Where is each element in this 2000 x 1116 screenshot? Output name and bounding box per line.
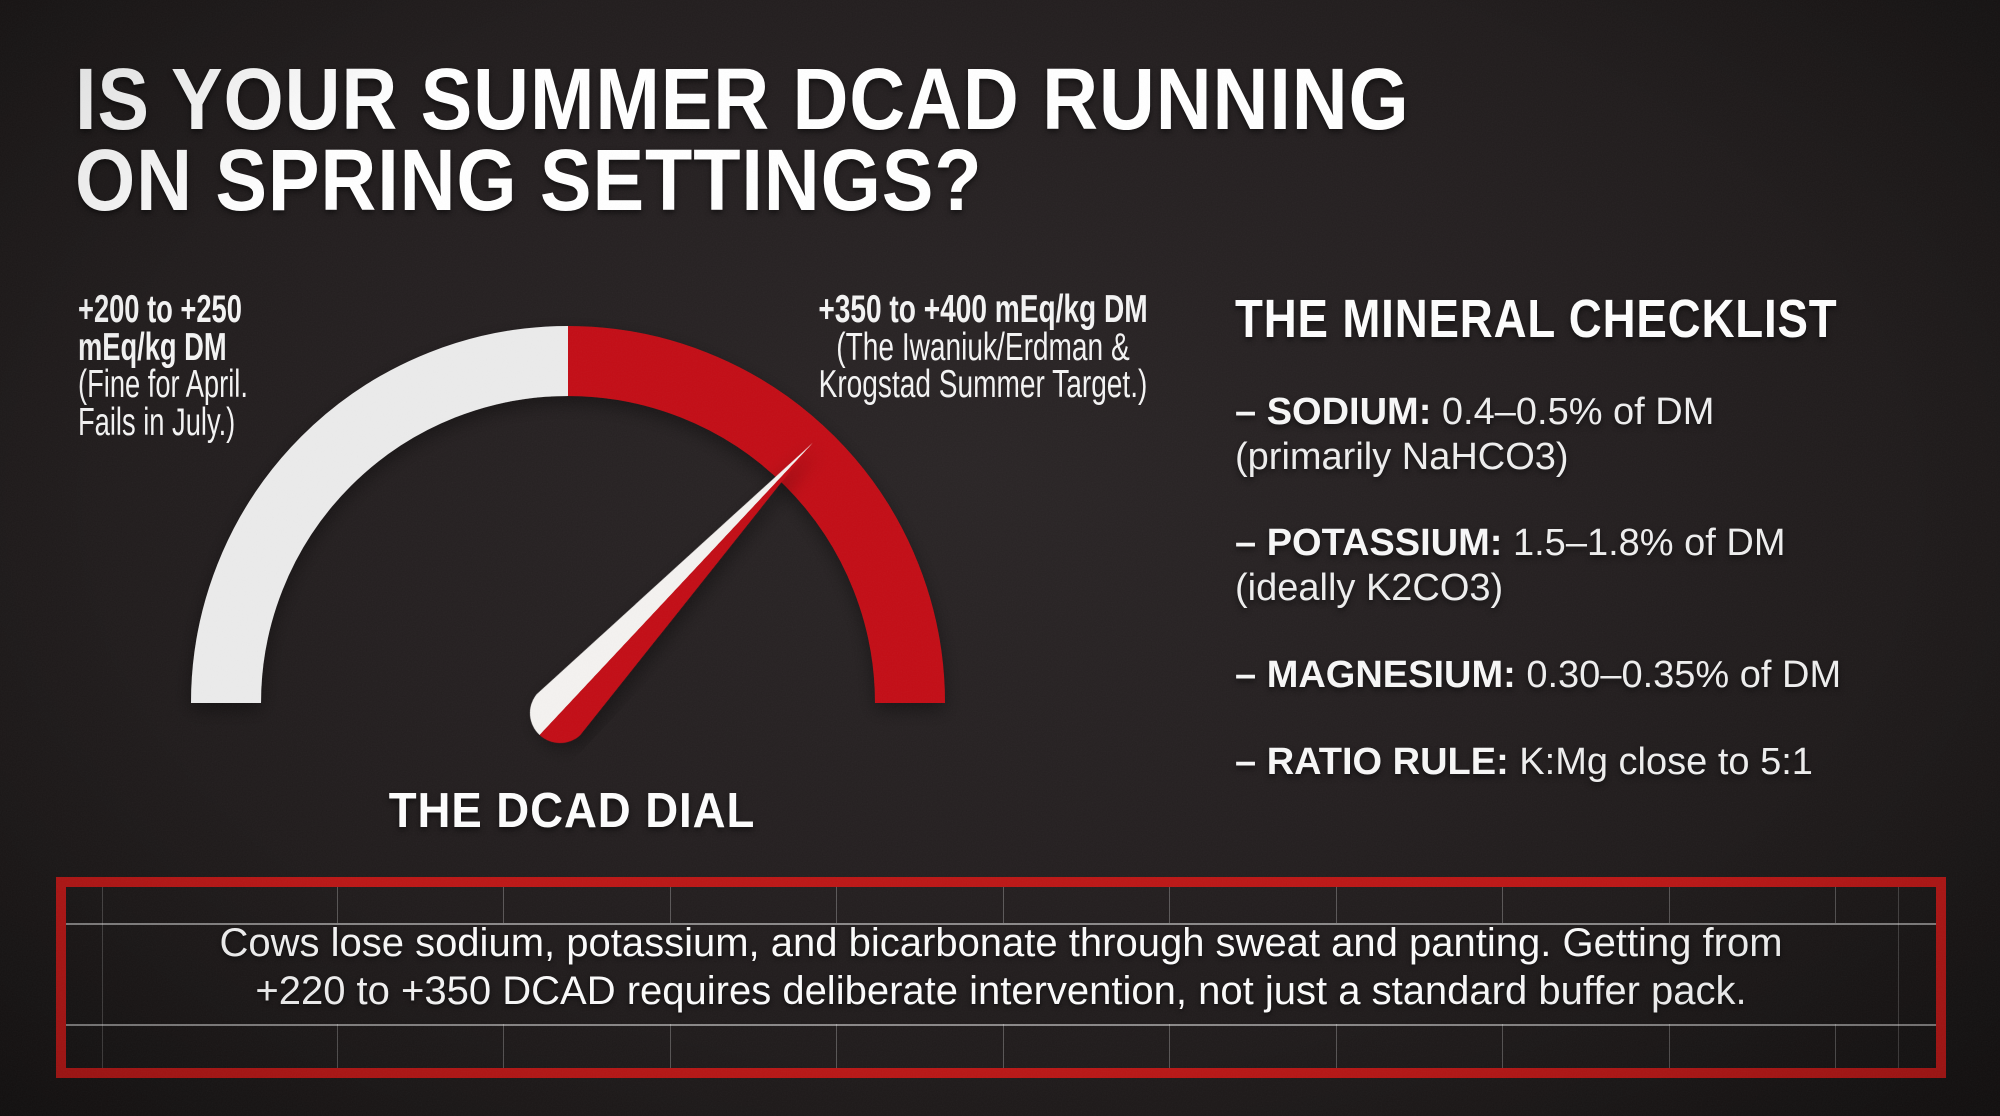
grid-line-vertical	[1502, 887, 1503, 923]
grid-line-vertical	[1336, 887, 1337, 923]
grid-line-vertical	[1169, 887, 1170, 923]
gauge-right-note-line1: (The Iwaniuk/Erdman &	[836, 325, 1130, 369]
callout-box: Cows lose sodium, potassium, and bicarbo…	[56, 877, 1946, 1078]
callout-grid: Cows lose sodium, potassium, and bicarbo…	[66, 887, 1936, 1068]
grid-line-vertical	[1669, 887, 1670, 923]
grid-line-vertical	[1003, 1024, 1004, 1068]
checklist-item-sodium: – SODIUM: 0.4–0.5% of DM	[1235, 389, 1714, 435]
checklist-item-ratio-rule-label: – RATIO RULE:	[1235, 741, 1509, 783]
grid-line-vertical	[836, 1024, 837, 1068]
gauge-needle-white-half	[530, 442, 813, 735]
grid-line-vertical	[670, 887, 671, 923]
callout-text-line2: +220 to +350 DCAD requires deliberate in…	[255, 969, 1747, 1013]
gauge-zone-summer-arc	[567, 326, 945, 704]
checklist-item-potassium-label: – POTASSIUM:	[1235, 522, 1503, 564]
grid-line-vertical	[1502, 1024, 1503, 1068]
grid-line-vertical	[337, 1024, 338, 1068]
gauge-zone-spring-arc	[191, 326, 569, 704]
grid-line-vertical	[1835, 1024, 1836, 1068]
callout-text-line1: Cows lose sodium, potassium, and bicarbo…	[219, 921, 1783, 965]
gauge-left-note-line1: (Fine for April.	[78, 363, 248, 406]
gauge-needle-red-half	[539, 442, 813, 743]
page-title-line2: ON SPRING SETTINGS?	[75, 132, 983, 229]
gauge-needle	[530, 442, 813, 743]
checklist-item-potassium: – POTASSIUM: 1.5–1.8% of DM	[1235, 520, 1785, 566]
checklist-item-magnesium-label: – MAGNESIUM:	[1235, 654, 1516, 696]
checklist-heading: THE MINERAL CHECKLIST	[1235, 289, 1838, 349]
checklist-item-sodium-value: 0.4–0.5% of DM	[1431, 391, 1715, 433]
checklist-item-magnesium: – MAGNESIUM: 0.30–0.35% of DM	[1235, 652, 1841, 698]
grid-line-vertical	[1669, 1024, 1670, 1068]
grid-line-horizontal	[66, 1024, 1936, 1026]
gauge-right-zone-label: +350 to +400 mEq/kg DM (The Iwaniuk/Erdm…	[767, 288, 1199, 406]
checklist-item-magnesium-value: 0.30–0.35% of DM	[1515, 654, 1842, 696]
grid-line-vertical	[337, 887, 338, 923]
gauge-left-note-line2: Fails in July.)	[78, 400, 236, 444]
checklist-item-potassium-value: 1.5–1.8% of DM	[1502, 522, 1786, 564]
grid-line-vertical	[1835, 887, 1836, 923]
grid-line-vertical	[503, 1024, 504, 1068]
grid-line-vertical	[836, 887, 837, 923]
gauge-caption: THE DCAD DIAL	[388, 784, 756, 838]
grid-line-vertical	[670, 1024, 671, 1068]
checklist-item-sodium-label: – SODIUM:	[1235, 391, 1432, 433]
grid-line-vertical	[503, 887, 504, 923]
checklist-item-sodium-note: (primarily NaHCO3)	[1235, 436, 1569, 478]
checklist-item-ratio-rule: – RATIO RULE: K:Mg close to 5:1	[1235, 739, 1813, 785]
grid-line-vertical	[1169, 1024, 1170, 1068]
grid-line-vertical	[1003, 887, 1004, 923]
checklist-item-ratio-rule-value: K:Mg close to 5:1	[1508, 741, 1813, 783]
gauge-left-zone-label: +200 to +250 mEq/kg DM (Fine for April. …	[78, 290, 248, 444]
gauge-right-note-line2: Krogstad Summer Target.)	[818, 363, 1148, 406]
checklist-item-potassium-note: (ideally K2CO3)	[1235, 567, 1504, 609]
gauge-right-range: +350 to +400 mEq/kg DM	[818, 288, 1148, 331]
grid-line-vertical	[1336, 1024, 1337, 1068]
page-title-line1: IS YOUR SUMMER DCAD RUNNING	[75, 51, 1410, 148]
